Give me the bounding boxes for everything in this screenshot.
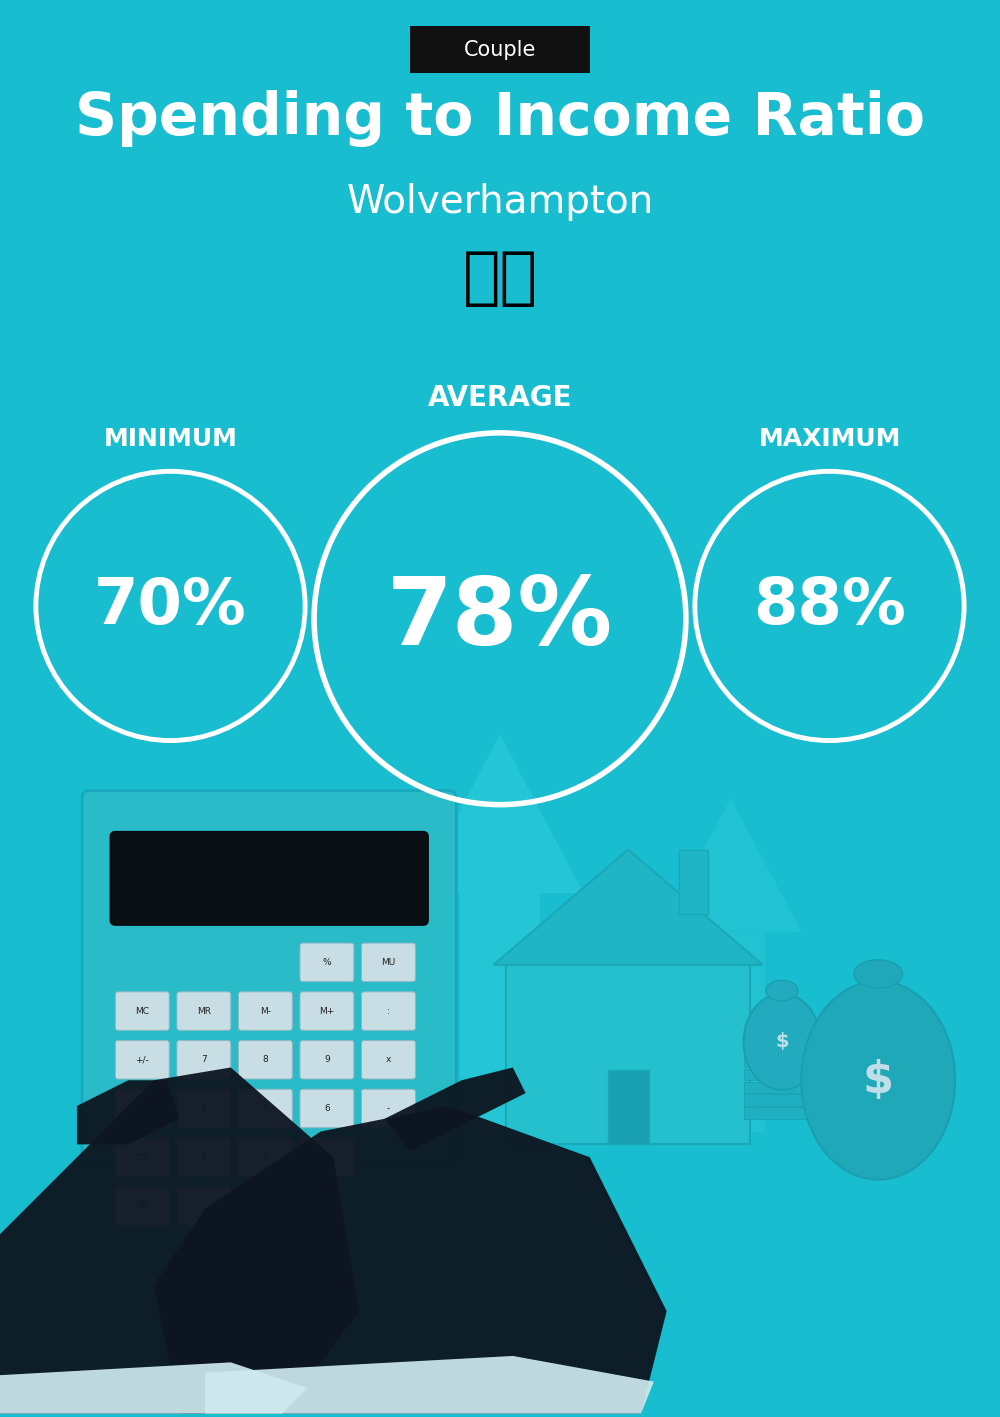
Text: 8: 8	[263, 1056, 268, 1064]
Text: ▶: ▶	[139, 1104, 146, 1112]
Text: $: $	[775, 1033, 789, 1051]
Text: 78%: 78%	[387, 572, 613, 665]
FancyBboxPatch shape	[177, 1186, 231, 1226]
FancyBboxPatch shape	[238, 1186, 292, 1226]
Bar	[697, 931, 765, 1132]
Text: $: $	[863, 1058, 894, 1102]
Bar	[744, 1081, 846, 1093]
Bar	[744, 1068, 846, 1080]
Text: M-: M-	[260, 1006, 271, 1016]
Text: 4: 4	[201, 1104, 207, 1112]
Text: 9: 9	[324, 1056, 330, 1064]
Ellipse shape	[744, 993, 821, 1090]
Text: 🇬🇧: 🇬🇧	[463, 249, 538, 309]
Ellipse shape	[801, 981, 955, 1180]
Text: MR: MR	[197, 1006, 211, 1016]
FancyBboxPatch shape	[300, 1138, 354, 1176]
Text: 70%: 70%	[94, 575, 247, 636]
FancyBboxPatch shape	[410, 27, 590, 72]
FancyBboxPatch shape	[115, 1138, 169, 1176]
Polygon shape	[385, 1067, 526, 1151]
Polygon shape	[417, 734, 583, 893]
FancyBboxPatch shape	[115, 992, 169, 1030]
FancyBboxPatch shape	[362, 944, 415, 982]
FancyBboxPatch shape	[82, 791, 456, 1165]
Text: MU: MU	[381, 958, 396, 966]
Text: +/-: +/-	[135, 1056, 149, 1064]
Polygon shape	[77, 1080, 179, 1145]
Polygon shape	[205, 1356, 654, 1414]
FancyBboxPatch shape	[238, 1040, 292, 1078]
FancyBboxPatch shape	[362, 992, 415, 1030]
FancyBboxPatch shape	[115, 1186, 169, 1226]
Bar	[460, 893, 540, 1132]
Text: Couple: Couple	[464, 40, 536, 60]
Text: :: :	[387, 1006, 390, 1016]
Bar	[608, 1070, 649, 1145]
Bar	[506, 965, 750, 1145]
Bar	[744, 1030, 846, 1041]
FancyBboxPatch shape	[177, 992, 231, 1030]
Polygon shape	[154, 1105, 667, 1414]
Bar	[679, 850, 708, 914]
Bar	[744, 1094, 846, 1105]
FancyBboxPatch shape	[300, 1040, 354, 1078]
Text: %: %	[323, 958, 331, 966]
FancyBboxPatch shape	[300, 944, 354, 982]
FancyBboxPatch shape	[362, 1040, 415, 1078]
Text: 0: 0	[263, 1202, 268, 1210]
Text: C/A: C/A	[135, 1152, 150, 1162]
Text: 2: 2	[263, 1152, 268, 1162]
Text: 00: 00	[137, 1202, 148, 1210]
Polygon shape	[494, 850, 763, 965]
Text: 3: 3	[324, 1152, 330, 1162]
FancyBboxPatch shape	[362, 1090, 415, 1128]
Text: 1: 1	[201, 1152, 207, 1162]
Text: MAXIMUM: MAXIMUM	[758, 428, 901, 451]
Text: 5: 5	[263, 1104, 268, 1112]
Text: Wolverhampton: Wolverhampton	[346, 183, 654, 221]
FancyBboxPatch shape	[177, 1040, 231, 1078]
Text: 7: 7	[201, 1056, 207, 1064]
FancyBboxPatch shape	[238, 1138, 292, 1176]
FancyBboxPatch shape	[110, 832, 428, 925]
Bar	[744, 1056, 846, 1067]
FancyBboxPatch shape	[238, 1090, 292, 1128]
FancyBboxPatch shape	[115, 1040, 169, 1078]
Bar	[744, 1043, 846, 1054]
Polygon shape	[0, 1067, 359, 1414]
Text: M+: M+	[319, 1006, 335, 1016]
Text: -: -	[387, 1104, 390, 1112]
Text: AVERAGE: AVERAGE	[428, 384, 572, 412]
FancyBboxPatch shape	[238, 992, 292, 1030]
FancyBboxPatch shape	[300, 1090, 354, 1128]
Polygon shape	[0, 1362, 308, 1414]
Text: .: .	[202, 1202, 205, 1210]
FancyBboxPatch shape	[177, 1090, 231, 1128]
FancyBboxPatch shape	[300, 992, 354, 1030]
FancyBboxPatch shape	[115, 1090, 169, 1128]
Text: MINIMUM: MINIMUM	[104, 428, 237, 451]
Text: x: x	[386, 1056, 391, 1064]
Text: Spending to Income Ratio: Spending to Income Ratio	[75, 91, 925, 147]
Ellipse shape	[766, 981, 798, 1000]
Bar	[744, 1107, 846, 1119]
Text: 88%: 88%	[753, 575, 906, 636]
Text: 6: 6	[324, 1104, 330, 1112]
Polygon shape	[660, 798, 801, 931]
Text: MC: MC	[135, 1006, 149, 1016]
Ellipse shape	[854, 959, 903, 988]
FancyBboxPatch shape	[177, 1138, 231, 1176]
